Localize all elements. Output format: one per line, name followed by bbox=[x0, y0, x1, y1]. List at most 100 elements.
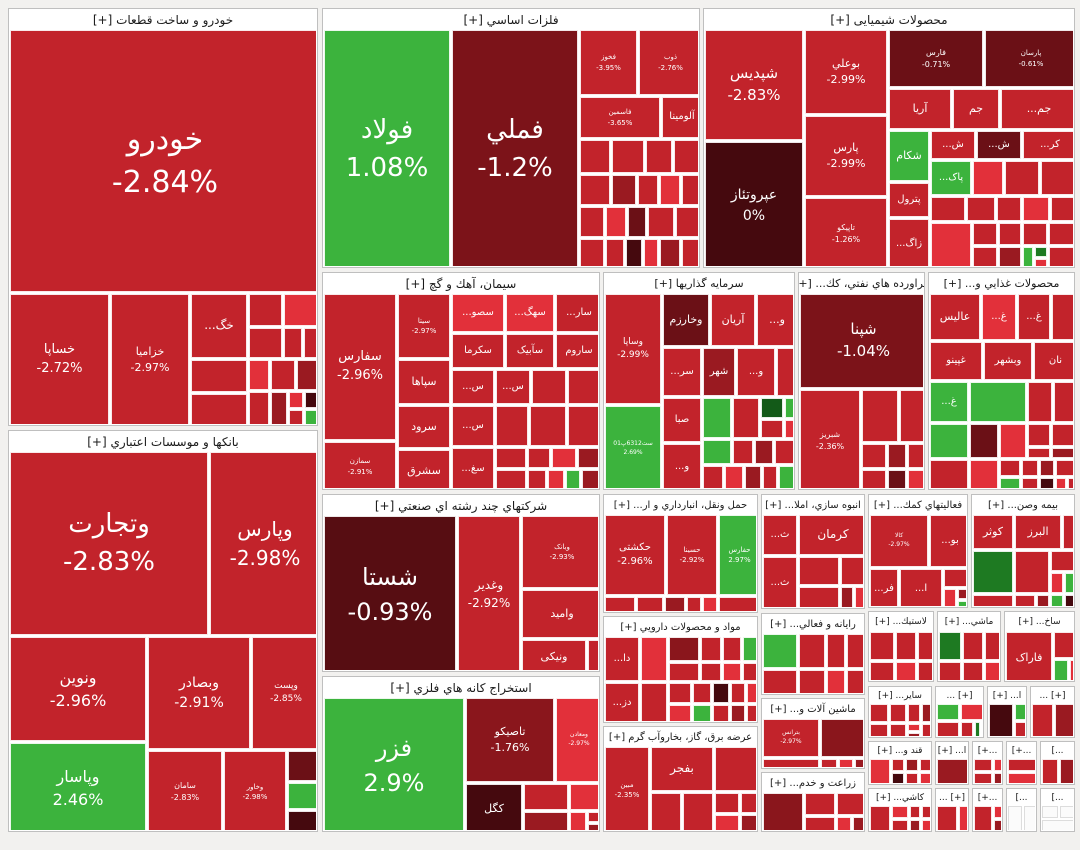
filler-tile[interactable] bbox=[910, 806, 920, 818]
filler-tile[interactable] bbox=[713, 705, 729, 721]
filler-tile[interactable] bbox=[580, 140, 610, 173]
stock-tile[interactable]: حکشتی -2.96% bbox=[605, 515, 665, 595]
filler-tile[interactable] bbox=[799, 634, 825, 668]
filler-tile[interactable] bbox=[1023, 223, 1047, 245]
filler-tile[interactable] bbox=[528, 448, 550, 468]
filler-tile[interactable] bbox=[888, 470, 906, 488]
stock-tile[interactable]: پاک... bbox=[931, 161, 971, 195]
filler-tile[interactable] bbox=[1052, 294, 1073, 340]
filler-tile[interactable] bbox=[1028, 382, 1052, 422]
filler-tile[interactable] bbox=[974, 806, 992, 830]
filler-tile[interactable] bbox=[847, 670, 863, 693]
filler-tile[interactable] bbox=[970, 382, 1026, 422]
filler-tile[interactable] bbox=[937, 704, 959, 720]
filler-tile[interactable] bbox=[612, 140, 644, 173]
stock-tile[interactable]: شکام bbox=[889, 131, 929, 181]
filler-tile[interactable] bbox=[612, 175, 636, 205]
filler-tile[interactable] bbox=[994, 759, 1001, 771]
filler-tile[interactable] bbox=[605, 597, 635, 611]
filler-tile[interactable] bbox=[855, 587, 863, 607]
filler-tile[interactable] bbox=[973, 247, 997, 266]
filler-tile[interactable] bbox=[892, 820, 908, 830]
filler-tile[interactable] bbox=[763, 759, 819, 767]
sector-header-financial-aux[interactable]: فعاليتهاي كمك... [+] bbox=[869, 495, 967, 515]
filler-tile[interactable] bbox=[1063, 515, 1073, 549]
stock-tile[interactable]: خزامیا -2.97% bbox=[111, 294, 189, 424]
stock-tile[interactable]: ست6312پ01 2.69% bbox=[605, 406, 661, 488]
sector-header-it[interactable]: رايانه و فعالي... [+] bbox=[762, 614, 864, 634]
filler-tile[interactable] bbox=[779, 466, 793, 488]
stock-tile[interactable]: ا... bbox=[900, 569, 942, 606]
filler-tile[interactable] bbox=[741, 815, 756, 830]
filler-tile[interactable] bbox=[896, 632, 916, 660]
filler-tile[interactable] bbox=[715, 793, 739, 813]
filler-tile[interactable] bbox=[723, 637, 741, 661]
stock-tile[interactable]: حسینا -2.92% bbox=[667, 515, 717, 595]
filler-tile[interactable] bbox=[1022, 478, 1038, 488]
sector-header-banks[interactable]: بانكها و موسسات اعتباري [+] bbox=[9, 431, 317, 452]
filler-tile[interactable] bbox=[805, 817, 835, 830]
stock-tile[interactable]: عپروتئاز 0% bbox=[705, 142, 803, 266]
stock-tile[interactable]: عالیس bbox=[930, 294, 980, 340]
sector-header-cement[interactable]: سيمان، آهك و گچ [+] bbox=[323, 273, 599, 294]
stock-tile[interactable]: سمازن -2.91% bbox=[324, 442, 396, 488]
stock-tile[interactable]: فزر 2.9% bbox=[324, 698, 464, 830]
sector-header-agriculture[interactable]: زراعت و خدم... [+] bbox=[762, 773, 864, 793]
filler-tile[interactable] bbox=[870, 759, 890, 783]
stock-tile[interactable]: ونوین -2.96% bbox=[10, 637, 146, 741]
stock-tile[interactable]: سپاها bbox=[398, 360, 450, 404]
stock-tile[interactable]: سصو... bbox=[452, 294, 504, 332]
filler-tile[interactable] bbox=[908, 444, 923, 468]
filler-tile[interactable] bbox=[552, 448, 576, 468]
filler-tile[interactable] bbox=[973, 551, 1013, 593]
filler-tile[interactable] bbox=[641, 637, 667, 681]
filler-tile[interactable] bbox=[908, 470, 923, 488]
stock-tile[interactable]: غپینو bbox=[930, 342, 982, 380]
stock-tile[interactable]: وبشهر bbox=[984, 342, 1032, 380]
filler-tile[interactable] bbox=[997, 197, 1021, 221]
stock-tile[interactable]: دا... bbox=[605, 637, 639, 681]
sector-header-small-4[interactable]: ا... [+] bbox=[936, 742, 968, 759]
filler-tile[interactable] bbox=[1035, 259, 1047, 266]
filler-tile[interactable] bbox=[1040, 460, 1054, 476]
sector-header-machinery-electric[interactable]: ماشين آلات و... [+] bbox=[762, 699, 864, 719]
filler-tile[interactable] bbox=[271, 360, 295, 390]
filler-tile[interactable] bbox=[665, 597, 685, 611]
stock-tile[interactable]: بترانس -2.97% bbox=[763, 719, 819, 757]
filler-tile[interactable] bbox=[785, 420, 793, 438]
sector-header-small-5[interactable]: [+... bbox=[973, 742, 1002, 759]
stock-tile[interactable]: آریا bbox=[889, 89, 951, 129]
stock-tile[interactable]: فاسمین -3.65% bbox=[580, 97, 660, 138]
stock-tile[interactable]: ش... bbox=[977, 131, 1021, 159]
filler-tile[interactable] bbox=[1037, 595, 1049, 606]
filler-tile[interactable] bbox=[289, 392, 303, 408]
filler-tile[interactable] bbox=[289, 410, 303, 424]
filler-tile[interactable] bbox=[687, 597, 701, 611]
stock-tile[interactable]: وپارس -2.98% bbox=[210, 452, 316, 635]
filler-tile[interactable] bbox=[853, 817, 863, 830]
filler-tile[interactable] bbox=[827, 634, 845, 668]
filler-tile[interactable] bbox=[906, 773, 918, 783]
filler-tile[interactable] bbox=[963, 632, 983, 660]
filler-tile[interactable] bbox=[841, 557, 863, 585]
filler-tile[interactable] bbox=[900, 390, 923, 442]
filler-tile[interactable] bbox=[648, 207, 674, 237]
filler-tile[interactable] bbox=[570, 812, 586, 830]
filler-tile[interactable] bbox=[1055, 704, 1073, 736]
filler-tile[interactable] bbox=[606, 207, 626, 237]
filler-tile[interactable] bbox=[669, 637, 699, 661]
stock-tile[interactable]: س... bbox=[496, 370, 530, 404]
filler-tile[interactable] bbox=[862, 470, 886, 488]
sector-header-small-1[interactable]: ... [+] bbox=[936, 687, 983, 704]
filler-tile[interactable] bbox=[626, 239, 642, 266]
filler-tile[interactable] bbox=[1023, 247, 1033, 266]
filler-tile[interactable] bbox=[578, 448, 598, 468]
filler-tile[interactable] bbox=[1051, 573, 1063, 593]
filler-tile[interactable] bbox=[530, 406, 566, 446]
filler-tile[interactable] bbox=[1008, 773, 1035, 783]
stock-tile[interactable]: ث... bbox=[763, 557, 797, 607]
filler-tile[interactable] bbox=[1028, 424, 1050, 446]
sector-header-rubber[interactable]: لاستيك... [+] bbox=[869, 612, 933, 632]
filler-tile[interactable] bbox=[1052, 424, 1073, 446]
filler-tile[interactable] bbox=[674, 140, 698, 173]
